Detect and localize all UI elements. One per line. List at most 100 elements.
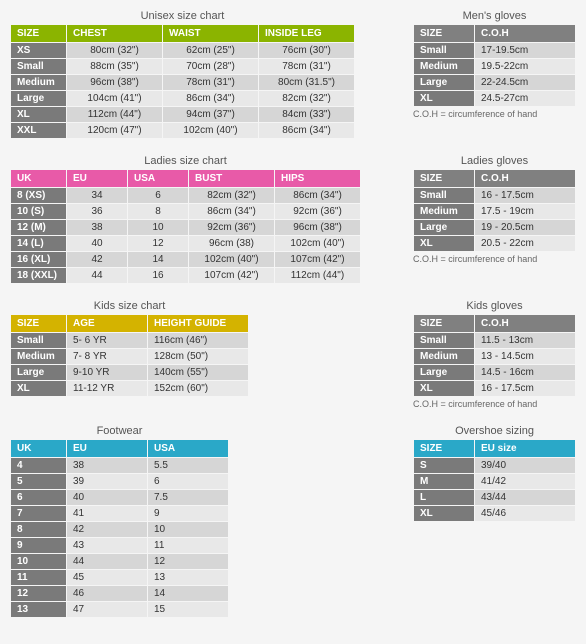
cell-value: 80cm (31.5") xyxy=(259,75,354,90)
cell-value: 152cm (60") xyxy=(148,381,248,396)
column-header: INSIDE LEG xyxy=(259,25,354,42)
row-label: Medium xyxy=(414,59,474,74)
table-row: 16 (XL)4214102cm (40")107cm (42") xyxy=(11,252,360,267)
table-row: 4385.5 xyxy=(11,458,228,473)
column-header: WAIST xyxy=(163,25,258,42)
row-label: 14 (L) xyxy=(11,236,66,251)
row-label: Large xyxy=(414,220,474,235)
cell-value: 11.5 - 13cm xyxy=(475,333,575,348)
kids-table: SIZEAGEHEIGHT GUIDESmall5- 6 YR116cm (46… xyxy=(10,314,249,397)
cell-value: 80cm (32") xyxy=(67,43,162,58)
row-label: 12 (M) xyxy=(11,220,66,235)
column-header: SIZE xyxy=(414,440,474,457)
table-row: 5396 xyxy=(11,474,228,489)
cell-value: 19 - 20.5cm xyxy=(475,220,575,235)
ladies-title: Ladies size chart xyxy=(10,155,361,167)
cell-value: 13 xyxy=(148,570,228,585)
kids-block: Kids size chart SIZEAGEHEIGHT GUIDESmall… xyxy=(10,300,249,397)
cell-value: 46 xyxy=(67,586,147,601)
cell-value: 22-24.5cm xyxy=(475,75,575,90)
row-label: Large xyxy=(414,365,474,380)
row-label: Small xyxy=(414,43,474,58)
cell-value: 5.5 xyxy=(148,458,228,473)
cell-value: 38 xyxy=(67,220,127,235)
section-kids: Kids size chart SIZEAGEHEIGHT GUIDESmall… xyxy=(10,300,576,409)
table-row: Large22-24.5cm xyxy=(414,75,575,90)
cell-value: 40 xyxy=(67,490,147,505)
cell-value: 38 xyxy=(67,458,147,473)
row-label: 10 xyxy=(11,554,66,569)
table-row: Large19 - 20.5cm xyxy=(414,220,575,235)
table-row: M41/42 xyxy=(414,474,575,489)
table-row: XL112cm (44")94cm (37")84cm (33") xyxy=(11,107,354,122)
column-header: UK xyxy=(11,440,66,457)
table-row: Large9-10 YR140cm (55") xyxy=(11,365,248,380)
table-row: Small88cm (35")70cm (28")78cm (31") xyxy=(11,59,354,74)
table-row: Small11.5 - 13cm xyxy=(414,333,575,348)
table-row: XL24.5-27cm xyxy=(414,91,575,106)
column-header: USA xyxy=(148,440,228,457)
column-header: SIZE xyxy=(11,315,66,332)
row-label: Small xyxy=(414,188,474,203)
table-row: XXL120cm (47")102cm (40")86cm (34") xyxy=(11,123,354,138)
table-row: XL20.5 - 22cm xyxy=(414,236,575,251)
kids-gloves-title: Kids gloves xyxy=(413,300,576,312)
cell-value: 16 - 17.5cm xyxy=(475,188,575,203)
row-label: 5 xyxy=(11,474,66,489)
kids-gloves-block: Kids gloves SIZEC.O.HSmall11.5 - 13cmMed… xyxy=(413,300,576,409)
row-label: 18 (XXL) xyxy=(11,268,66,283)
mens-gloves-table: SIZEC.O.HSmall17-19.5cmMedium19.5-22cmLa… xyxy=(413,24,576,107)
table-row: 18 (XXL)4416107cm (42")112cm (44") xyxy=(11,268,360,283)
cell-value: 92cm (36") xyxy=(275,204,360,219)
cell-value: 42 xyxy=(67,252,127,267)
cell-value: 6 xyxy=(148,474,228,489)
table-row: Medium17.5 - 19cm xyxy=(414,204,575,219)
cell-value: 96cm (38") xyxy=(67,75,162,90)
cell-value: 12 xyxy=(148,554,228,569)
row-label: 8 (XS) xyxy=(11,188,66,203)
row-label: XL xyxy=(414,91,474,106)
cell-value: 42 xyxy=(67,522,147,537)
row-label: Medium xyxy=(414,349,474,364)
cell-value: 45 xyxy=(67,570,147,585)
ladies-gloves-footnote: C.O.H = circumference of hand xyxy=(413,254,576,264)
table-row: 84210 xyxy=(11,522,228,537)
unisex-block: Unisex size chart SIZECHESTWAISTINSIDE L… xyxy=(10,10,355,139)
section-footwear: Footwear UKEUUSA4385.553966407.574198421… xyxy=(10,425,576,618)
table-row: Medium19.5-22cm xyxy=(414,59,575,74)
cell-value: 40 xyxy=(67,236,127,251)
cell-value: 6 xyxy=(128,188,188,203)
table-row: XS80cm (32")62cm (25")76cm (30") xyxy=(11,43,354,58)
column-header: SIZE xyxy=(414,315,474,332)
cell-value: 78cm (31") xyxy=(163,75,258,90)
row-label: 6 xyxy=(11,490,66,505)
cell-value: 14 xyxy=(128,252,188,267)
table-row: Small16 - 17.5cm xyxy=(414,188,575,203)
cell-value: 82cm (32") xyxy=(259,91,354,106)
cell-value: 10 xyxy=(128,220,188,235)
cell-value: 92cm (36") xyxy=(189,220,274,235)
overshoe-table: SIZEEU sizeS39/40M41/42L43/44XL45/46 xyxy=(413,439,576,522)
cell-value: 45/46 xyxy=(475,506,575,521)
row-label: 8 xyxy=(11,522,66,537)
cell-value: 41/42 xyxy=(475,474,575,489)
cell-value: 107cm (42") xyxy=(189,268,274,283)
cell-value: 5- 6 YR xyxy=(67,333,147,348)
table-row: Medium13 - 14.5cm xyxy=(414,349,575,364)
mens-gloves-block: Men's gloves SIZEC.O.HSmall17-19.5cmMedi… xyxy=(413,10,576,119)
column-header: C.O.H xyxy=(475,170,575,187)
unisex-title: Unisex size chart xyxy=(10,10,355,22)
section-ladies: Ladies size chart UKEUUSABUSTHIPS8 (XS)3… xyxy=(10,155,576,284)
cell-value: 24.5-27cm xyxy=(475,91,575,106)
table-row: Large14.5 - 16cm xyxy=(414,365,575,380)
table-row: 114513 xyxy=(11,570,228,585)
row-label: Medium xyxy=(11,349,66,364)
row-label: Small xyxy=(11,333,66,348)
cell-value: 41 xyxy=(67,506,147,521)
cell-value: 86cm (34") xyxy=(259,123,354,138)
cell-value: 47 xyxy=(67,602,147,617)
cell-value: 17.5 - 19cm xyxy=(475,204,575,219)
row-label: Small xyxy=(414,333,474,348)
cell-value: 62cm (25") xyxy=(163,43,258,58)
table-row: Small5- 6 YR116cm (46") xyxy=(11,333,248,348)
